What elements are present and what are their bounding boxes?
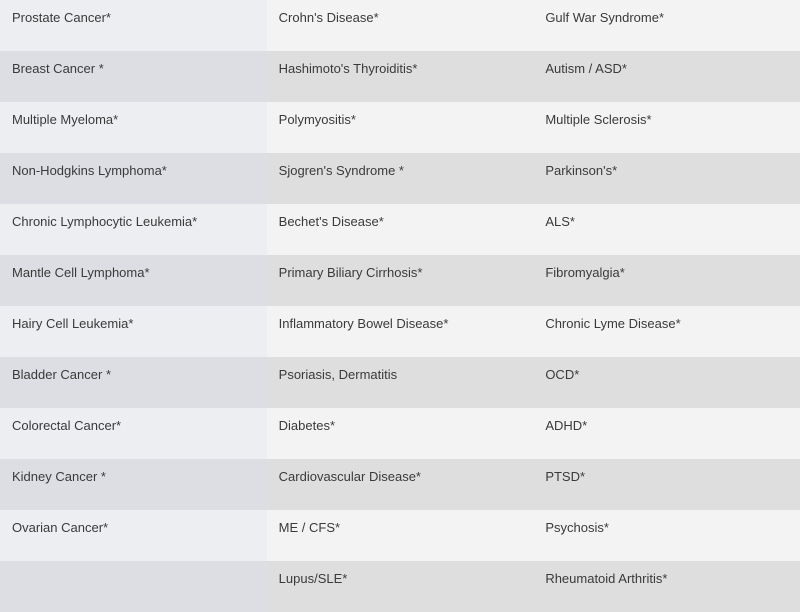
cell: Kidney Cancer *: [0, 459, 267, 510]
cell: Hairy Cell Leukemia*: [0, 306, 267, 357]
cell: Sjogren's Syndrome *: [267, 153, 534, 204]
cell: Bechet's Disease*: [267, 204, 534, 255]
table-row: Kidney Cancer * Cardiovascular Disease* …: [0, 459, 800, 510]
table-row: Breast Cancer * Hashimoto's Thyroiditis*…: [0, 51, 800, 102]
table-row: Mantle Cell Lymphoma* Primary Biliary Ci…: [0, 255, 800, 306]
cell: OCD*: [533, 357, 800, 408]
cell: Mantle Cell Lymphoma*: [0, 255, 267, 306]
table-row: Bladder Cancer * Psoriasis, Dermatitis O…: [0, 357, 800, 408]
cell: Bladder Cancer *: [0, 357, 267, 408]
cell: ADHD*: [533, 408, 800, 459]
cell: Parkinson's*: [533, 153, 800, 204]
cell: Polymyositis*: [267, 102, 534, 153]
table-row: Non-Hodgkins Lymphoma* Sjogren's Syndrom…: [0, 153, 800, 204]
cell: Chronic Lymphocytic Leukemia*: [0, 204, 267, 255]
cell: Rheumatoid Arthritis*: [533, 561, 800, 612]
cell: Diabetes*: [267, 408, 534, 459]
cell: Prostate Cancer*: [0, 0, 267, 51]
table-row: Chronic Lymphocytic Leukemia* Bechet's D…: [0, 204, 800, 255]
cell: Non-Hodgkins Lymphoma*: [0, 153, 267, 204]
cell: Cardiovascular Disease*: [267, 459, 534, 510]
conditions-table: Prostate Cancer* Crohn's Disease* Gulf W…: [0, 0, 800, 612]
cell: Fibromyalgia*: [533, 255, 800, 306]
cell: Inflammatory Bowel Disease*: [267, 306, 534, 357]
table-row: Hairy Cell Leukemia* Inflammatory Bowel …: [0, 306, 800, 357]
cell: PTSD*: [533, 459, 800, 510]
cell: Chronic Lyme Disease*: [533, 306, 800, 357]
cell: Primary Biliary Cirrhosis*: [267, 255, 534, 306]
table-row: Ovarian Cancer* ME / CFS* Psychosis*: [0, 510, 800, 561]
cell: Autism / ASD*: [533, 51, 800, 102]
table-row: Lupus/SLE* Rheumatoid Arthritis*: [0, 561, 800, 612]
cell: Hashimoto's Thyroiditis*: [267, 51, 534, 102]
cell: Psychosis*: [533, 510, 800, 561]
cell: ME / CFS*: [267, 510, 534, 561]
cell: Multiple Sclerosis*: [533, 102, 800, 153]
cell: Crohn's Disease*: [267, 0, 534, 51]
cell: Ovarian Cancer*: [0, 510, 267, 561]
table-row: Multiple Myeloma* Polymyositis* Multiple…: [0, 102, 800, 153]
table-row: Colorectal Cancer* Diabetes* ADHD*: [0, 408, 800, 459]
cell: ALS*: [533, 204, 800, 255]
cell: Multiple Myeloma*: [0, 102, 267, 153]
cell: Lupus/SLE*: [267, 561, 534, 612]
cell: Breast Cancer *: [0, 51, 267, 102]
cell: Colorectal Cancer*: [0, 408, 267, 459]
cell: Psoriasis, Dermatitis: [267, 357, 534, 408]
cell: [0, 561, 267, 612]
conditions-table-body: Prostate Cancer* Crohn's Disease* Gulf W…: [0, 0, 800, 612]
cell: Gulf War Syndrome*: [533, 0, 800, 51]
table-row: Prostate Cancer* Crohn's Disease* Gulf W…: [0, 0, 800, 51]
